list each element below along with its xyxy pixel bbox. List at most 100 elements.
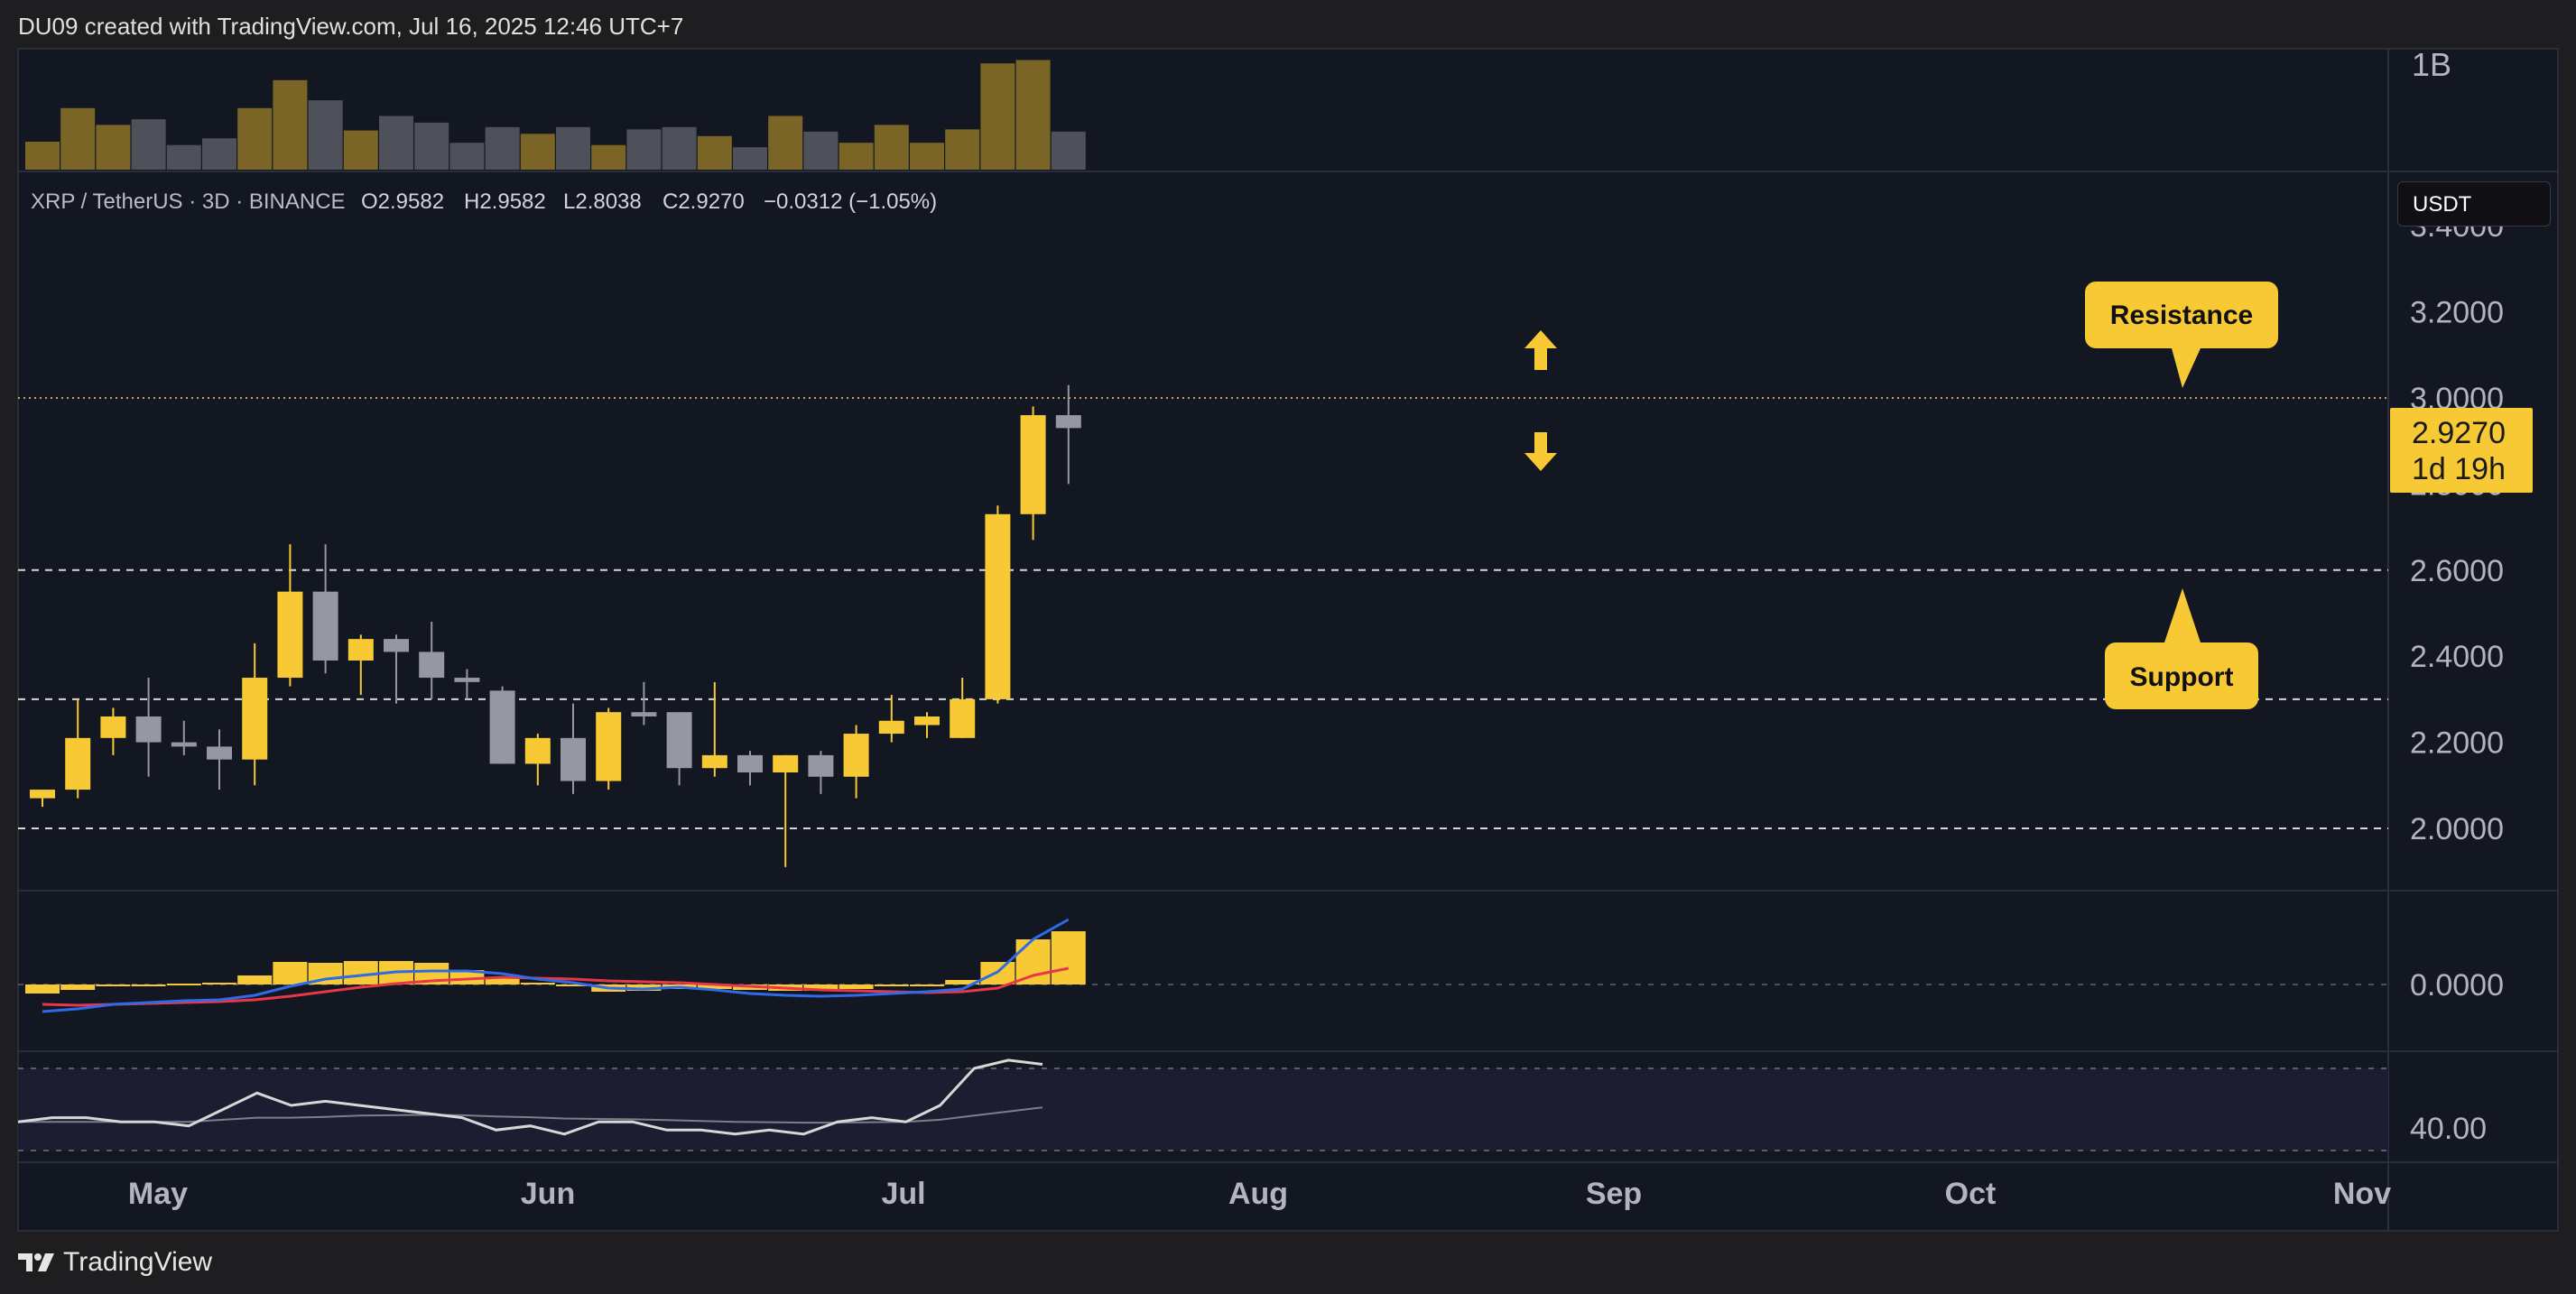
candle-body [878, 720, 904, 735]
legend-change: −0.0312 (−1.05%) [764, 189, 937, 214]
volume-bar [131, 119, 166, 170]
legend-open: O2.9582 [361, 189, 444, 214]
volume-bar [839, 143, 874, 170]
candle [843, 725, 869, 799]
candle [454, 669, 480, 699]
volume-bar [449, 143, 485, 170]
price-tick-label: 3.2000 [2410, 296, 2504, 330]
volume-bar [343, 130, 378, 170]
macd-histogram-bar [273, 962, 308, 984]
candle-body [489, 690, 515, 764]
volume-bar [556, 126, 590, 170]
candle [1055, 384, 1081, 485]
volume-bar [945, 129, 980, 170]
time-axis-label: May [128, 1177, 188, 1211]
candle-body [985, 513, 1011, 699]
rsi-ma-line [18, 1106, 1043, 1124]
macd-histogram-bar [874, 984, 909, 986]
candle-body [207, 746, 232, 760]
candle-body [524, 737, 551, 764]
macd-histogram-bar [1015, 939, 1051, 984]
volume-bars [25, 60, 1086, 170]
candle [701, 681, 727, 777]
candle-body [773, 754, 799, 772]
candle-body [701, 754, 727, 769]
candle-body [737, 754, 763, 772]
time-axis-label: Oct [1945, 1177, 1997, 1211]
volume-bar [96, 125, 131, 170]
last-price-tag: 2.9270 1d 19h [2390, 408, 2533, 493]
candle-body [171, 742, 197, 747]
chart-author-header: DU09 created with TradingView.com, Jul 1… [18, 13, 684, 40]
currency-selector[interactable]: USDT [2397, 181, 2551, 226]
macd-histogram-bar [449, 970, 485, 984]
candle-body [312, 591, 338, 661]
candle [596, 707, 622, 790]
candle [65, 698, 91, 799]
resistance-callout [2085, 282, 2278, 348]
candle [171, 720, 197, 755]
macd-histogram-bar [803, 984, 839, 991]
macd-zero-label: 0.0000 [2410, 968, 2504, 1003]
legend-close: C2.9270 [663, 189, 745, 214]
candle [489, 686, 515, 764]
candle-body [419, 652, 445, 679]
price-axis-ticks: 2.00002.20002.40002.60002.80003.00003.20… [2410, 209, 2504, 846]
chart-frame [17, 48, 2559, 1232]
volume-bar [520, 134, 555, 170]
macd-histogram-bar [237, 975, 273, 984]
macd-histogram-bar [697, 984, 732, 989]
candle [914, 712, 940, 738]
candle-body [454, 678, 480, 682]
volume-bar [60, 107, 96, 170]
candle-body [1020, 415, 1046, 514]
resistance-label: Resistance [2110, 300, 2253, 330]
candle-body [347, 639, 374, 661]
volume-bar [166, 144, 201, 170]
arrow-up-icon [1524, 330, 1557, 370]
candle [242, 642, 268, 786]
macd-histogram-bar [131, 984, 166, 986]
macd-histogram-bar [25, 984, 60, 994]
candle-body [808, 754, 834, 777]
macd-histogram-bar [1051, 931, 1086, 984]
macd-histogram-bar [839, 984, 874, 989]
volume-bar [874, 125, 909, 170]
volume-bar [980, 63, 1015, 170]
macd-histogram-bar [556, 984, 590, 986]
candle-body [1055, 415, 1081, 429]
bar-countdown: 1d 19h [2412, 452, 2506, 486]
candle-body [631, 712, 657, 716]
candle-body [843, 734, 869, 777]
support-pointer [2164, 588, 2201, 642]
legend-pair: XRP / TetherUS · 3D · BINANCE [31, 189, 346, 214]
candle-body [666, 712, 692, 769]
candle-body [30, 790, 55, 799]
volume-bar [273, 79, 308, 170]
macd-histogram-bar [166, 984, 201, 985]
volume-bar [1051, 131, 1086, 170]
time-axis-label: Aug [1228, 1177, 1288, 1211]
volume-bar [626, 129, 662, 170]
candle [773, 754, 799, 867]
price-tick-label: 2.2000 [2410, 726, 2504, 761]
macd-histogram-bar [343, 961, 378, 984]
last-price-value: 2.9270 [2412, 416, 2506, 450]
candle-body [277, 591, 303, 679]
footer-brand: TradingView [18, 1247, 212, 1278]
volume-bar [379, 116, 413, 170]
candle [561, 703, 586, 794]
time-axis-label: Sep [1586, 1177, 1642, 1211]
candle [135, 678, 162, 777]
rsi-line [17, 1058, 1043, 1136]
price-tick-label: 2.6000 [2410, 554, 2504, 588]
candle [277, 544, 303, 687]
candle [1020, 406, 1046, 541]
macd-histogram-bar [96, 984, 131, 986]
candle-body [135, 716, 162, 743]
volume-bar [910, 143, 944, 170]
level-lines [18, 397, 2388, 829]
macd-histogram-bar [202, 983, 236, 984]
macd-histogram-bar [60, 984, 96, 990]
